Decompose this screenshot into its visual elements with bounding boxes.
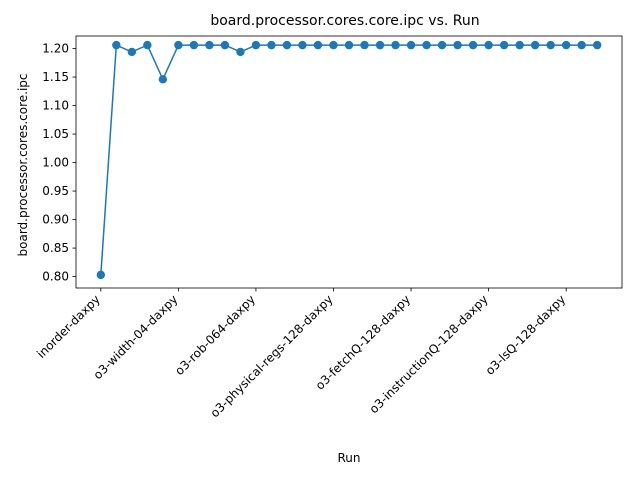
data-point xyxy=(236,47,245,57)
data-point xyxy=(484,40,493,50)
data-point xyxy=(267,40,276,50)
data-point xyxy=(174,40,183,50)
data-point xyxy=(298,40,307,50)
data-point xyxy=(499,40,509,50)
data-point xyxy=(515,40,524,50)
data-point xyxy=(577,40,586,50)
data-point xyxy=(437,40,447,50)
data-point xyxy=(546,40,555,50)
y-tick-label: 1.20 xyxy=(42,42,69,56)
data-point xyxy=(561,40,571,50)
data-point xyxy=(360,40,369,50)
data-point xyxy=(530,40,540,50)
data-point xyxy=(391,40,400,50)
data-point xyxy=(127,47,137,57)
series-line xyxy=(100,44,598,275)
data-point xyxy=(220,40,230,50)
y-tick-label: 1.15 xyxy=(42,70,69,84)
y-tick-label: 0.80 xyxy=(42,270,69,284)
data-point xyxy=(375,40,385,50)
data-point xyxy=(158,75,168,84)
data-point xyxy=(96,270,106,280)
data-point xyxy=(143,40,152,50)
data-point xyxy=(344,40,354,50)
data-point xyxy=(329,40,338,50)
y-tick-label: 1.05 xyxy=(42,127,69,141)
x-axis-label: Run xyxy=(337,451,360,465)
y-tick-label: 0.85 xyxy=(42,241,69,255)
data-point xyxy=(251,40,261,50)
data-point xyxy=(282,40,292,50)
y-tick-label: 0.90 xyxy=(42,213,69,227)
data-point xyxy=(592,40,602,50)
y-tick-label: 0.95 xyxy=(42,184,69,198)
series-ipc xyxy=(96,40,602,280)
data-point xyxy=(313,40,323,50)
data-point xyxy=(189,40,199,50)
data-point xyxy=(112,40,121,50)
y-tick-label: 1.00 xyxy=(42,156,69,170)
data-point xyxy=(468,40,478,50)
data-point xyxy=(205,40,214,50)
plot-frame xyxy=(75,35,623,289)
data-point xyxy=(422,40,431,50)
y-axis: 0.80 0.85 0.90 0.95 1.00 1.05 1.10 1.15 1.20 xyxy=(42,42,76,284)
data-point xyxy=(453,40,462,50)
chart-title: board.processor.cores.core.ipc vs. Run xyxy=(210,13,479,29)
x-tick-label: o3-lsQ-128-daxpy xyxy=(483,292,569,378)
x-tick-label: o3-physical-regs-128-daxpy xyxy=(208,292,336,420)
x-tick-label: o3-width-04-daxpy xyxy=(91,292,181,382)
data-point xyxy=(406,40,416,50)
y-tick-label: 1.10 xyxy=(42,99,69,113)
y-axis-label: board.processor.cores.core.ipc xyxy=(16,74,30,257)
x-axis: inorder-daxpyo3-width-04-daxpyo3-rob-064… xyxy=(34,288,568,420)
plot-area xyxy=(75,35,623,289)
x-tick-label: o3-rob-064-daxpy xyxy=(172,292,258,378)
x-tick-label: inorder-daxpy xyxy=(34,292,103,361)
